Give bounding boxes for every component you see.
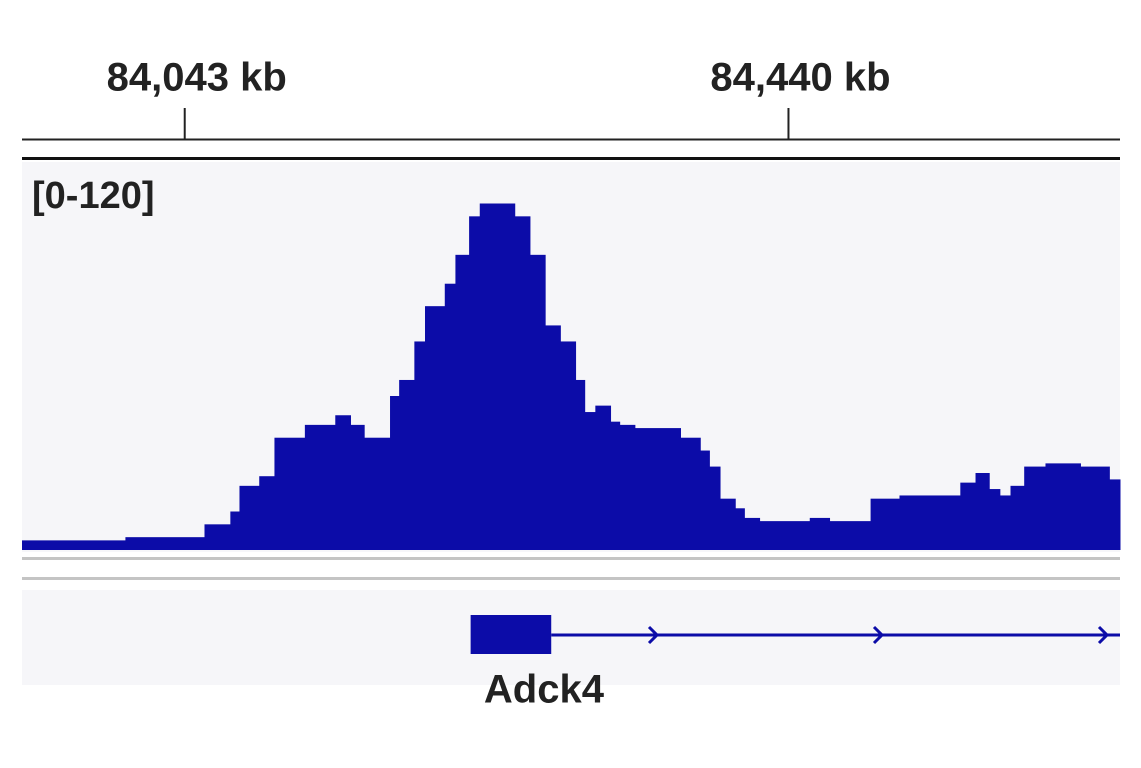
coverage-bar <box>829 521 872 550</box>
coverage-bar <box>575 379 586 550</box>
coverage-bar <box>560 341 577 550</box>
coverage-bar <box>1080 466 1110 550</box>
gene-label: Adck4 <box>484 668 605 712</box>
coverage-bar <box>989 489 1001 550</box>
coverage-bar <box>125 537 205 550</box>
coverage-bar <box>899 495 961 550</box>
coverage-bar <box>610 421 621 550</box>
coverage-bar <box>239 485 260 550</box>
coverage-bar <box>975 473 990 550</box>
coverage-bar <box>584 412 596 550</box>
coverage-bar <box>425 306 446 550</box>
coverage-bar <box>700 450 710 550</box>
strand-arrow <box>872 625 885 645</box>
coverage-bar <box>22 540 126 550</box>
coverage-bar <box>595 405 612 550</box>
coverage-bar <box>720 498 736 550</box>
coverage-bar <box>364 437 391 550</box>
coverage-bar <box>809 517 831 550</box>
coverage-bar <box>514 216 531 551</box>
coverage-bar <box>230 511 240 550</box>
coverage-bar <box>545 325 561 550</box>
coverage-bar <box>634 428 681 550</box>
exon <box>470 615 552 654</box>
coverage-bar <box>1010 485 1025 550</box>
coverage-bar <box>455 254 470 551</box>
coverage-bar <box>335 415 351 550</box>
coverage-bar <box>259 476 275 550</box>
coverage-bar <box>619 424 636 550</box>
coverage-bar <box>870 498 900 550</box>
strand-arrow <box>647 625 660 645</box>
coverage-bar <box>1045 463 1081 550</box>
coverage-bar <box>735 508 745 550</box>
coverage-bar <box>399 379 415 550</box>
coverage-bar <box>680 437 701 550</box>
coverage-bar <box>744 517 761 550</box>
coverage-bar <box>204 524 231 550</box>
x-tick-label: 84,440 kb <box>710 56 890 100</box>
strand-arrow <box>1097 625 1110 645</box>
coverage-bar <box>444 283 456 550</box>
coverage-bar <box>304 424 336 550</box>
coverage-bar <box>1109 479 1121 550</box>
coverage-bar <box>709 466 721 550</box>
coverage-bar <box>274 437 306 550</box>
coverage-bar <box>390 396 400 550</box>
coverage-bar <box>469 216 481 551</box>
coverage-bar <box>999 495 1012 550</box>
coverage-bar <box>960 482 977 550</box>
coverage-bar <box>529 254 546 551</box>
coverage-bar <box>759 521 811 550</box>
coverage-bar <box>350 424 365 550</box>
coverage-bar <box>479 203 516 550</box>
range-label: [0-120] <box>32 175 155 217</box>
coverage-bar <box>414 341 426 550</box>
x-tick-label: 84,043 kb <box>107 56 287 100</box>
gene-track-background <box>22 590 1120 685</box>
coverage-bar <box>1024 466 1046 550</box>
